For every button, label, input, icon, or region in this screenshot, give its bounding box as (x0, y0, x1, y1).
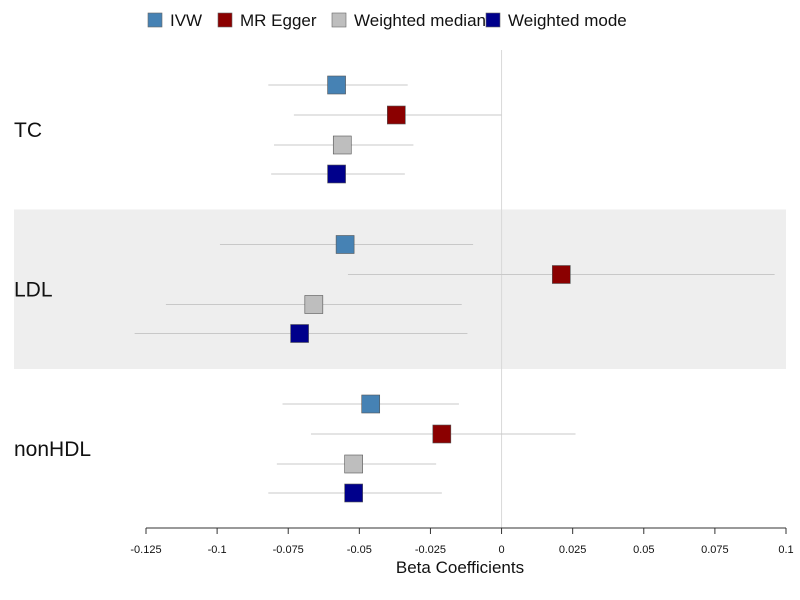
x-tick-label: 0 (498, 544, 504, 556)
x-tick-label: -0.125 (130, 544, 161, 556)
x-tick-label: 0.05 (633, 544, 654, 556)
x-tick-label: 0.075 (701, 544, 729, 556)
point-estimate-marker (335, 235, 355, 254)
group-label: LDL (14, 279, 53, 302)
estimate-egger (310, 424, 576, 444)
x-tick-label: 0.1 (778, 544, 793, 556)
group-band-shade (14, 209, 786, 369)
legend-label: IVW (170, 11, 202, 30)
estimate-ivw (282, 394, 459, 414)
legend-swatch (485, 12, 501, 28)
x-tick-label: -0.075 (273, 544, 304, 556)
group-label: TC (14, 119, 42, 142)
legend-item-ivw: IVW (147, 11, 202, 30)
legend-label: MR Egger (240, 11, 317, 30)
group-nonHDL: nonHDL (14, 394, 576, 503)
estimate-wmode (271, 164, 405, 184)
x-tick-label: -0.05 (347, 544, 372, 556)
estimate-wmedian (274, 135, 414, 155)
legend-item-wmode: Weighted mode (485, 11, 627, 30)
groups: TC LDL nonHDL (14, 75, 775, 503)
point-estimate-marker (387, 105, 406, 125)
estimate-ivw (268, 75, 408, 95)
estimate-wmode (268, 483, 442, 503)
x-axis-title: Beta Coefficients (396, 558, 524, 577)
estimate-wmedian (165, 295, 462, 314)
legend-item-egger: MR Egger (217, 11, 317, 30)
x-axis: -0.125 -0.1 -0.075 -0.05 -0.025 0 0.025 0.05 0.0… (130, 527, 794, 556)
estimate-wmedian (276, 454, 437, 474)
x-tick-label: -0.025 (415, 544, 446, 556)
estimate-wmode (134, 324, 468, 343)
legend-swatch (147, 12, 163, 28)
legend: IVW MR Egger Weighted median Weighted mode (147, 11, 627, 30)
point-estimate-marker (432, 424, 452, 444)
legend-swatch (217, 12, 233, 28)
point-estimate-marker (327, 75, 346, 95)
estimate-ivw (219, 235, 474, 254)
group-label: nonHDL (14, 438, 91, 461)
estimate-egger (347, 265, 775, 284)
x-tick-label: 0.025 (559, 544, 587, 556)
point-estimate-marker (361, 394, 381, 414)
group-LDL: LDL (14, 235, 775, 343)
point-estimate-marker (290, 324, 309, 343)
group-TC: TC (14, 75, 502, 184)
point-estimate-marker (304, 295, 324, 314)
point-estimate-marker (344, 483, 363, 503)
x-tick-label: -0.1 (208, 544, 227, 556)
point-estimate-marker (551, 265, 571, 284)
group-bands (14, 209, 786, 369)
estimate-egger (293, 105, 502, 125)
legend-label: Weighted median (354, 11, 486, 30)
point-estimate-marker (327, 164, 346, 184)
legend-item-wmedian: Weighted median (331, 11, 486, 30)
point-estimate-marker (332, 135, 352, 155)
point-estimate-marker (344, 454, 363, 474)
legend-swatch (331, 12, 347, 28)
legend-label: Weighted mode (508, 11, 627, 30)
